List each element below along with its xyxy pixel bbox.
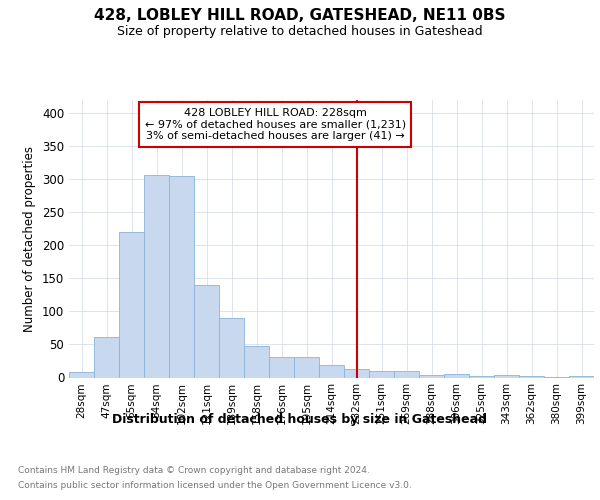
Bar [319,365,344,378]
Bar [569,376,594,378]
Bar [294,357,319,378]
Bar [269,357,294,378]
Text: Size of property relative to detached houses in Gateshead: Size of property relative to detached ho… [117,25,483,38]
Bar [194,285,219,378]
Text: Distribution of detached houses by size in Gateshead: Distribution of detached houses by size … [113,412,487,426]
Text: Contains HM Land Registry data © Crown copyright and database right 2024.: Contains HM Land Registry data © Crown c… [18,466,370,475]
Bar [444,374,469,378]
Bar [244,346,269,378]
Bar [394,371,419,378]
Bar [144,174,169,378]
Text: 428, LOBLEY HILL ROAD, GATESHEAD, NE11 0BS: 428, LOBLEY HILL ROAD, GATESHEAD, NE11 0… [94,8,506,22]
Text: Contains public sector information licensed under the Open Government Licence v3: Contains public sector information licen… [18,481,412,490]
Bar [519,376,544,378]
Text: 428 LOBLEY HILL ROAD: 228sqm
← 97% of detached houses are smaller (1,231)
3% of : 428 LOBLEY HILL ROAD: 228sqm ← 97% of de… [145,108,406,141]
Y-axis label: Number of detached properties: Number of detached properties [23,146,37,332]
Bar [419,375,444,378]
Bar [494,375,519,378]
Bar [544,377,569,378]
Bar [69,372,94,378]
Bar [469,376,494,378]
Bar [369,371,394,378]
Bar [169,176,194,378]
Bar [344,369,369,378]
Bar [219,318,244,378]
Bar [119,232,144,378]
Bar [94,336,119,378]
